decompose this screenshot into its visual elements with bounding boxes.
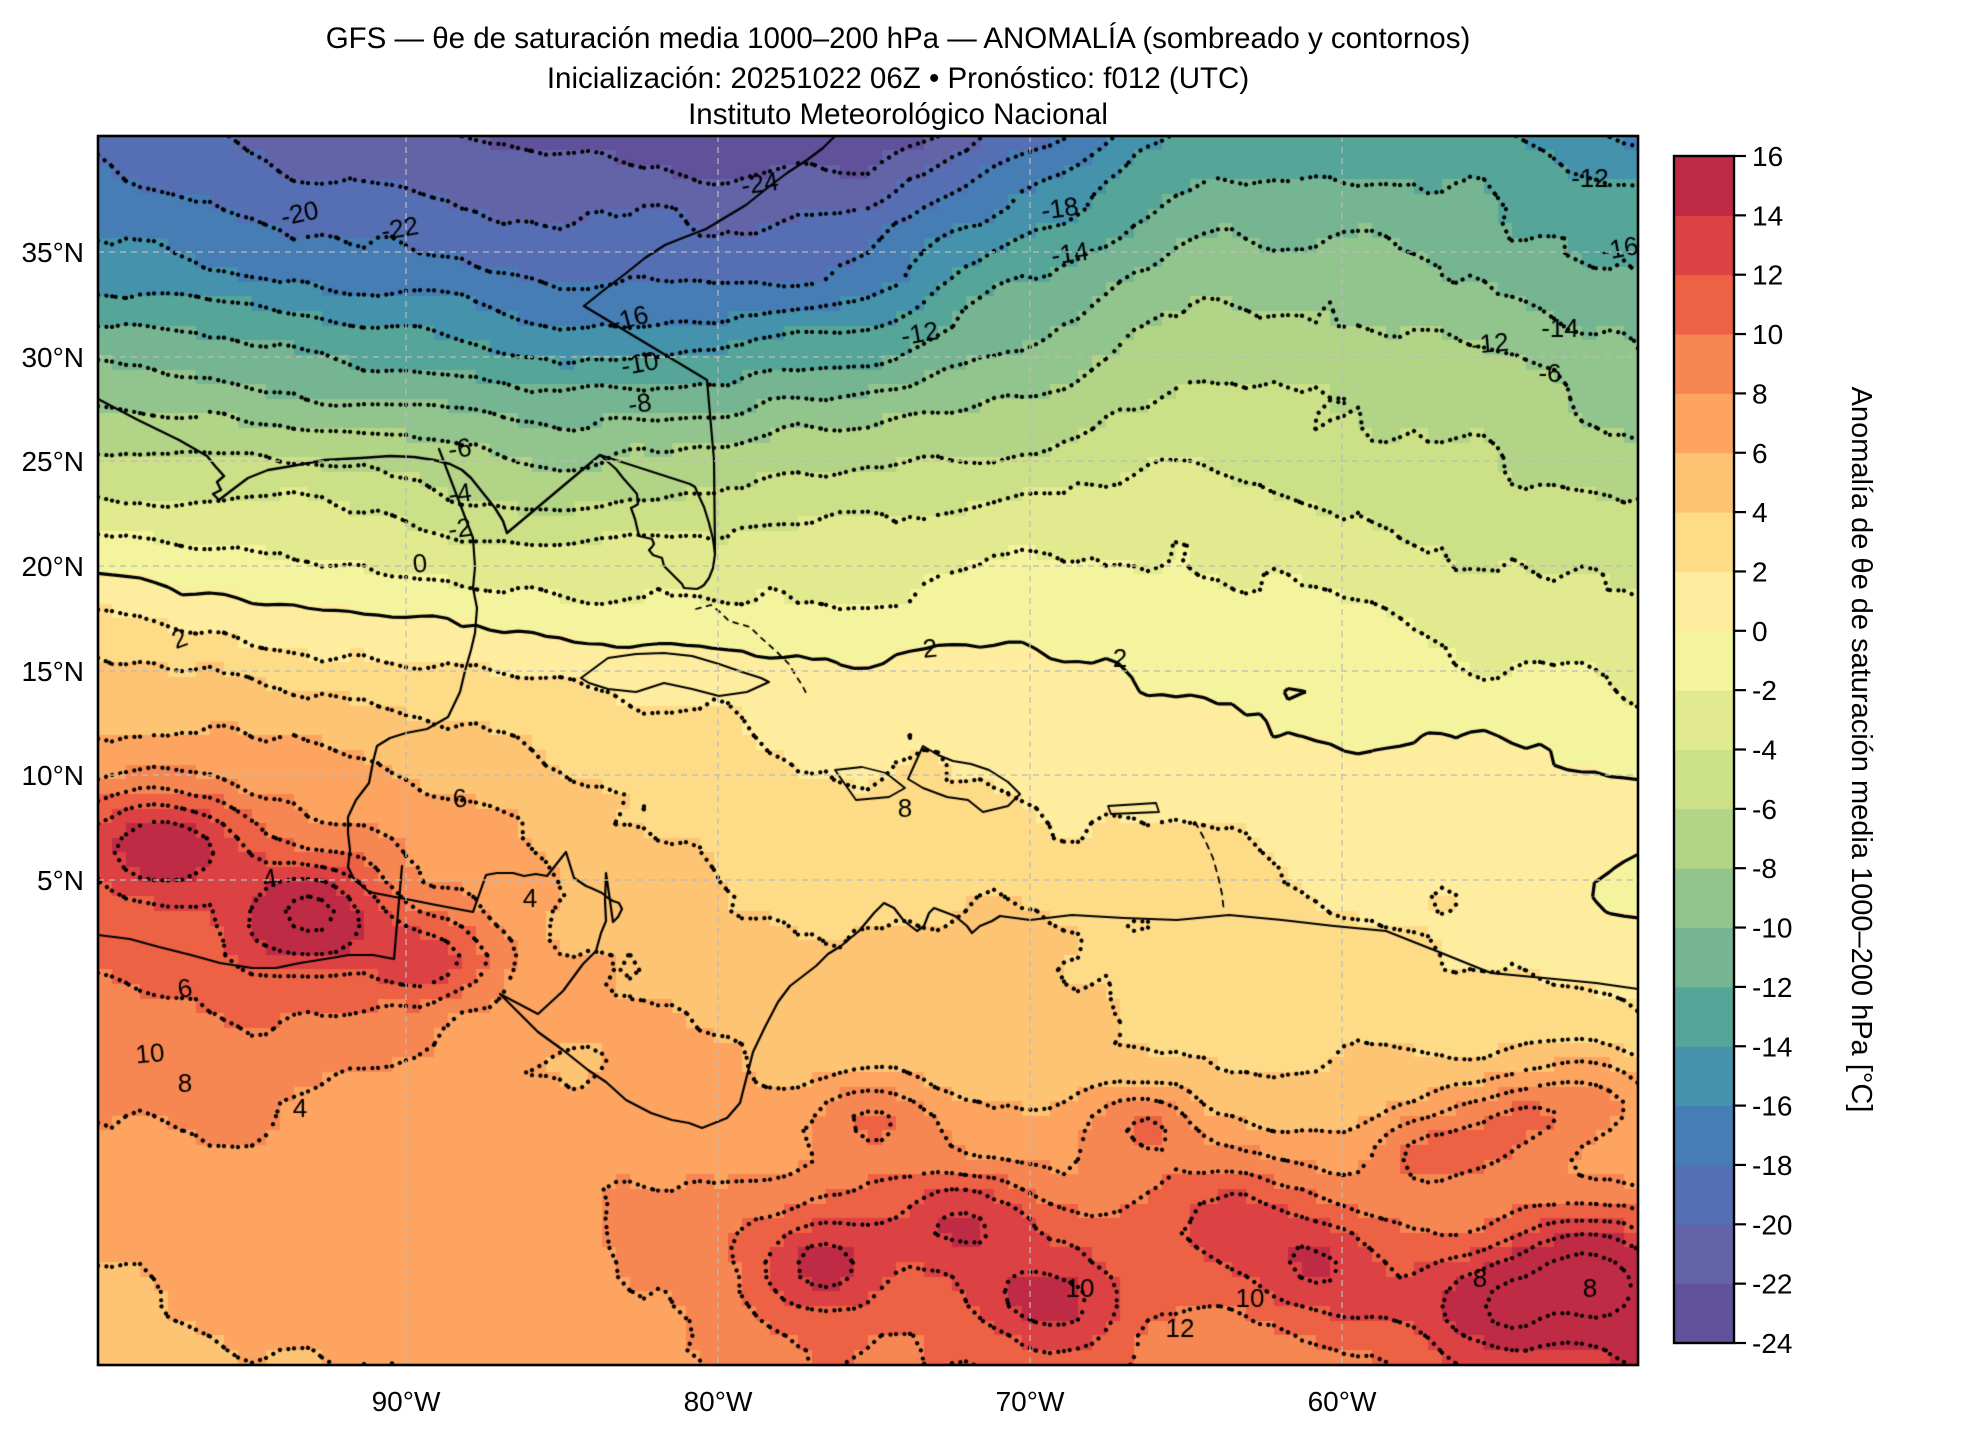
svg-text:80°W: 80°W	[684, 1386, 753, 1417]
svg-text:-14: -14	[1752, 1031, 1792, 1062]
svg-text:Instituto Meteorológico Nacion: Instituto Meteorológico Nacional	[688, 98, 1108, 131]
svg-text:12: 12	[1752, 260, 1783, 291]
svg-text:-24: -24	[1752, 1328, 1792, 1359]
svg-text:60°W: 60°W	[1308, 1386, 1377, 1417]
svg-text:-8: -8	[1752, 853, 1777, 884]
svg-text:10: 10	[1752, 319, 1783, 350]
svg-text:-12: -12	[1752, 972, 1792, 1003]
svg-text:-22: -22	[1752, 1269, 1792, 1300]
svg-text:-6: -6	[1752, 794, 1777, 825]
svg-text:14: 14	[1752, 200, 1783, 231]
svg-text:Anomalía de θe de saturación m: Anomalía de θe de saturación media 1000–…	[1845, 387, 1877, 1113]
svg-text:GFS — θe de saturación media 1: GFS — θe de saturación media 1000–200 hP…	[326, 22, 1471, 55]
svg-text:4: 4	[1752, 497, 1768, 528]
svg-text:90°W: 90°W	[372, 1386, 441, 1417]
svg-text:-2: -2	[1752, 675, 1777, 706]
svg-text:8: 8	[1752, 378, 1768, 409]
svg-text:25°N: 25°N	[21, 446, 84, 477]
svg-text:-10: -10	[1752, 913, 1792, 944]
svg-text:-20: -20	[1752, 1209, 1792, 1240]
svg-text:2: 2	[1752, 556, 1768, 587]
svg-text:5°N: 5°N	[37, 865, 84, 896]
svg-text:15°N: 15°N	[21, 656, 84, 687]
svg-text:Inicialización: 20251022 06Z: Inicialización: 20251022 06Z • Pronóstic…	[547, 62, 1249, 95]
svg-text:30°N: 30°N	[21, 342, 84, 373]
svg-text:6: 6	[1752, 438, 1768, 469]
svg-text:20°N: 20°N	[21, 551, 84, 582]
svg-text:-18: -18	[1752, 1150, 1792, 1181]
svg-text:35°N: 35°N	[21, 237, 84, 268]
svg-text:10°N: 10°N	[21, 760, 84, 791]
svg-text:-4: -4	[1752, 735, 1777, 766]
svg-text:-16: -16	[1752, 1091, 1792, 1122]
svg-text:70°W: 70°W	[996, 1386, 1065, 1417]
svg-text:0: 0	[1752, 616, 1768, 647]
svg-text:16: 16	[1752, 141, 1783, 172]
